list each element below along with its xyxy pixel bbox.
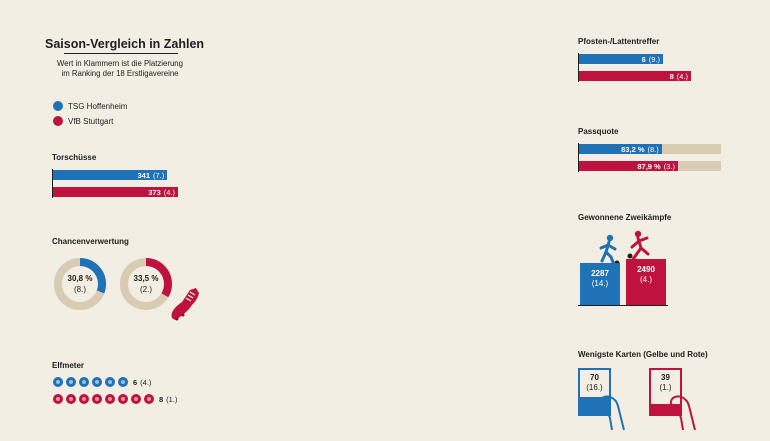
woodwork-value-stuttgart: 8: [669, 71, 674, 81]
donut-arc-hoffenheim: [54, 258, 106, 310]
woodwork-axis: [578, 53, 579, 82]
shots-title: Torschüsse: [52, 153, 97, 162]
donut-arc-stuttgart: [120, 258, 172, 310]
shots-bar-stuttgart: 373 (4.): [53, 187, 178, 197]
penalty-value-stuttgart: 8: [159, 394, 164, 404]
duels-value-stuttgart: 2490: [637, 265, 655, 274]
woodwork-bar-stuttgart: 8 (4.): [579, 71, 691, 81]
penalty-rank-stuttgart: (1.): [166, 394, 178, 404]
penalty-ball-stuttgart: [105, 394, 115, 404]
penalty-value-hoffenheim: 6: [133, 377, 138, 387]
pass-axis: [578, 143, 579, 172]
shots-bar-hoffenheim: 341 (7.): [53, 170, 168, 180]
penalty-ball-hoffenheim: [66, 377, 76, 387]
conversion-label-hoffenheim: 30,8 % (8.): [52, 273, 108, 295]
penalty-ball-hoffenheim: [53, 377, 63, 387]
penalty-row-stuttgart: 8 (1.): [53, 394, 177, 404]
conversion-rank-stuttgart: (2.): [140, 285, 152, 294]
duels-bar-stuttgart: 2490 (4.): [626, 259, 666, 305]
shots-rank-hoffenheim: (7.): [153, 170, 165, 180]
pass-title: Passquote: [578, 127, 619, 136]
cards-title: Wenigste Karten (Gelbe und Rote): [578, 350, 708, 359]
cards-rank-hoffenheim: (16.): [586, 383, 603, 392]
penalty-ball-hoffenheim: [92, 377, 102, 387]
duels-bar-hoffenheim: 2287 (14.): [580, 262, 620, 305]
penalty-ball-stuttgart: [66, 394, 76, 404]
penalty-rank-hoffenheim: (4.): [140, 377, 152, 387]
penalty-ball-stuttgart: [131, 394, 141, 404]
title-underline: [64, 53, 178, 54]
penalty-ball-stuttgart: [92, 394, 102, 404]
pass-rank-hoffenheim: (8.): [647, 144, 659, 154]
legend-label-hoffenheim: TSG Hoffenheim: [68, 101, 128, 111]
conversion-value-hoffenheim: 30,8 %: [67, 274, 93, 283]
penalty-ball-stuttgart: [53, 394, 63, 404]
woodwork-value-hoffenheim: 6: [641, 54, 646, 64]
penalty-ball-stuttgart: [79, 394, 89, 404]
conversion-donut-hoffenheim: [54, 258, 106, 310]
penalty-ball-hoffenheim: [79, 377, 89, 387]
pass-value-stuttgart: 87,9 %: [637, 161, 661, 171]
shots-value-hoffenheim: 341: [137, 170, 151, 180]
football-boot-icon: [171, 288, 199, 321]
shots-rank-stuttgart: (4.): [163, 187, 175, 197]
legend-dot-hoffenheim: [53, 101, 63, 111]
conversion-label-stuttgart: 33,5 % (2.): [118, 273, 174, 295]
duels-baseline: [578, 305, 668, 306]
duels-title: Gewonnene Zweikämpfe: [578, 213, 672, 222]
pass-bar-hoffenheim: 83,2 % (8.): [579, 144, 662, 154]
penalty-ball-hoffenheim: [105, 377, 115, 387]
conversion-donut-stuttgart: [120, 258, 172, 310]
pass-bar-stuttgart: 87,9 % (3.): [579, 161, 678, 171]
cards-rank-stuttgart: (1.): [659, 383, 672, 392]
woodwork-bar-hoffenheim: 6 (9.): [579, 54, 663, 64]
subtitle: Wert in Klammern ist die Platzierung im …: [45, 59, 195, 79]
player-stuttgart-icon: [627, 230, 650, 263]
penalty-ball-stuttgart: [118, 394, 128, 404]
shots-axis: [52, 169, 53, 198]
penalty-ball-stuttgart: [144, 394, 154, 404]
pass-rank-stuttgart: (3.): [663, 161, 675, 171]
penalty-row-hoffenheim: 6 (4.): [53, 377, 151, 387]
duels-value-hoffenheim: 2287: [591, 268, 609, 278]
shots-value-stuttgart: 373: [148, 187, 161, 197]
cards-label-stuttgart: 39 (1.): [650, 373, 681, 393]
cards-value-hoffenheim: 70: [590, 373, 599, 382]
duels-rank-hoffenheim: (14.): [591, 278, 609, 288]
legend-item-hoffenheim: TSG Hoffenheim: [53, 101, 127, 111]
pass-value-hoffenheim: 83,2 %: [621, 144, 645, 154]
page-title: Saison-Vergleich in Zahlen: [45, 37, 205, 51]
conversion-title: Chancenverwertung: [52, 237, 129, 246]
woodwork-rank-hoffenheim: (9.): [648, 54, 660, 64]
subtitle-line-2: im Ranking der 18 Erstligavereine: [61, 69, 179, 78]
cards-label-hoffenheim: 70 (16.): [579, 373, 610, 393]
penalty-ball-hoffenheim: [118, 377, 128, 387]
woodwork-title: Pfosten-/Lattentreffer: [578, 37, 660, 46]
card-hand-hoffenheim-icon: [578, 368, 625, 431]
legend-label-stuttgart: VfB Stuttgart: [68, 116, 114, 126]
player-hoffenheim-icon: [599, 234, 620, 266]
penalty-title: Elfmeter: [52, 361, 85, 370]
woodwork-rank-stuttgart: (4.): [676, 71, 688, 81]
conversion-value-stuttgart: 33,5 %: [133, 274, 159, 283]
subtitle-line-1: Wert in Klammern ist die Platzierung: [57, 59, 183, 68]
duels-rank-stuttgart: (4.): [640, 275, 652, 284]
legend-dot-stuttgart: [53, 116, 63, 126]
cards-value-stuttgart: 39: [661, 373, 670, 382]
conversion-rank-hoffenheim: (8.): [74, 285, 86, 294]
legend-item-stuttgart: VfB Stuttgart: [53, 116, 113, 126]
card-hand-stuttgart-icon: [649, 368, 696, 431]
